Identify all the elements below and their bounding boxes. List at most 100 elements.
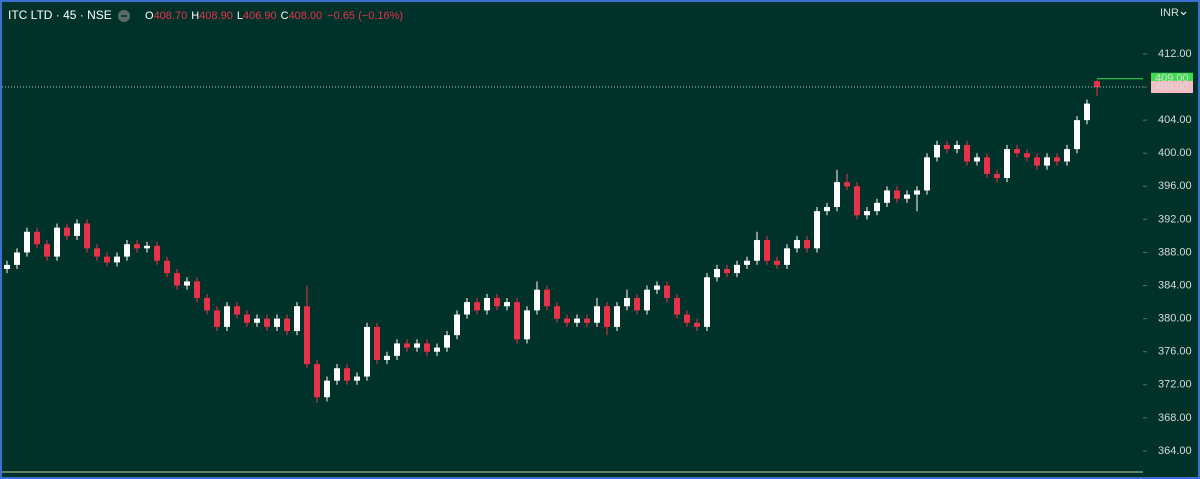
candle-body xyxy=(194,281,200,298)
candle-body xyxy=(704,277,710,327)
candle-body xyxy=(614,306,620,327)
candle-body xyxy=(1024,153,1030,158)
candle-body xyxy=(314,364,320,398)
candle-body xyxy=(364,326,370,377)
candle-body xyxy=(274,318,280,327)
candle-body xyxy=(34,231,40,245)
legend-change: −0.65 (−0.16%) xyxy=(327,10,403,22)
candle-body xyxy=(784,248,790,265)
candle-body xyxy=(184,281,190,286)
candle-body xyxy=(104,256,110,263)
candle-body xyxy=(1064,149,1070,162)
legend-key: H xyxy=(191,10,199,22)
candle-body xyxy=(44,244,50,257)
candle-body xyxy=(504,302,510,307)
candle-body xyxy=(584,318,590,323)
price-tag-label: 408.00 xyxy=(1155,81,1189,93)
candle-body xyxy=(1034,157,1040,166)
currency-selector[interactable]: INR xyxy=(1160,7,1179,19)
legend-key: L xyxy=(237,10,243,22)
candle-body xyxy=(634,297,640,311)
y-tick-label: 384.00 xyxy=(1158,279,1192,291)
legend-value: 406.90 xyxy=(243,10,277,22)
candle-body xyxy=(644,289,650,311)
candle-body xyxy=(414,343,420,348)
candle-body xyxy=(684,314,690,323)
y-tick-label: 396.00 xyxy=(1158,180,1192,192)
candle-body xyxy=(344,368,350,381)
legend-value: 408.00 xyxy=(289,10,323,22)
candle-body xyxy=(4,264,10,270)
candle-body xyxy=(1084,103,1090,121)
candle-body xyxy=(534,289,540,311)
candle-body xyxy=(664,285,670,298)
candle-body xyxy=(304,306,310,365)
candle-body xyxy=(294,306,300,332)
candle-body xyxy=(544,289,550,307)
candle-body xyxy=(154,245,160,261)
candle-body xyxy=(384,355,390,360)
candle-body xyxy=(874,202,880,212)
candle-body xyxy=(24,231,30,253)
candle-body xyxy=(244,314,250,323)
candle-body xyxy=(984,157,990,174)
candle-body xyxy=(224,306,230,327)
candle-body xyxy=(454,314,460,336)
candle-body xyxy=(854,186,860,216)
candle-body xyxy=(354,376,360,381)
currency-caret xyxy=(1180,11,1187,16)
candle-body xyxy=(764,240,770,261)
candle-body xyxy=(734,264,740,274)
candle-body xyxy=(794,240,800,249)
candle-body xyxy=(484,297,490,311)
candle-body xyxy=(254,318,260,323)
candle-body xyxy=(54,227,60,257)
candle-body xyxy=(524,310,530,340)
chart-header: ITC LTD · 45 · NSE xyxy=(8,8,112,22)
y-tick-label: 376.00 xyxy=(1158,346,1192,358)
candle-body xyxy=(514,302,520,340)
y-tick-label: 388.00 xyxy=(1158,246,1192,258)
candle-body xyxy=(1054,157,1060,162)
y-tick-label: 412.00 xyxy=(1158,48,1192,60)
candle-body xyxy=(394,343,400,356)
candle-body xyxy=(204,297,210,311)
candle-body xyxy=(434,347,440,352)
candle-body xyxy=(174,273,180,286)
y-tick-label: 404.00 xyxy=(1158,114,1192,126)
legend-key: O xyxy=(145,10,154,22)
candle-body xyxy=(474,302,480,311)
candle-body xyxy=(594,306,600,323)
candle-body xyxy=(654,285,660,290)
candle-body xyxy=(804,240,810,249)
candle-body xyxy=(914,190,920,195)
candle-body xyxy=(284,318,290,332)
candle-body xyxy=(334,368,340,381)
candle-body xyxy=(114,256,120,263)
candle-body xyxy=(164,260,170,274)
candle-body xyxy=(234,306,240,315)
candle-body xyxy=(604,306,610,327)
candle-body xyxy=(404,343,410,348)
price-tag-box xyxy=(1151,81,1193,94)
y-tick-label: 364.00 xyxy=(1158,445,1192,457)
candle-body xyxy=(724,269,730,274)
candle-body xyxy=(1094,81,1100,88)
candle-body xyxy=(564,318,570,323)
candle-body xyxy=(894,190,900,199)
candle-body xyxy=(694,322,700,327)
candle-body xyxy=(624,297,630,307)
candle-body xyxy=(374,326,380,360)
candle-body xyxy=(464,302,470,315)
candle-body xyxy=(1074,120,1080,150)
y-tick-label: 392.00 xyxy=(1158,213,1192,225)
candle-body xyxy=(964,144,970,162)
y-tick-label: 400.00 xyxy=(1158,147,1192,159)
candle-body xyxy=(1004,149,1010,179)
candle-body xyxy=(94,248,100,257)
candle-body xyxy=(214,310,220,327)
legend-key: C xyxy=(281,10,289,22)
y-tick-label: 380.00 xyxy=(1158,313,1192,325)
